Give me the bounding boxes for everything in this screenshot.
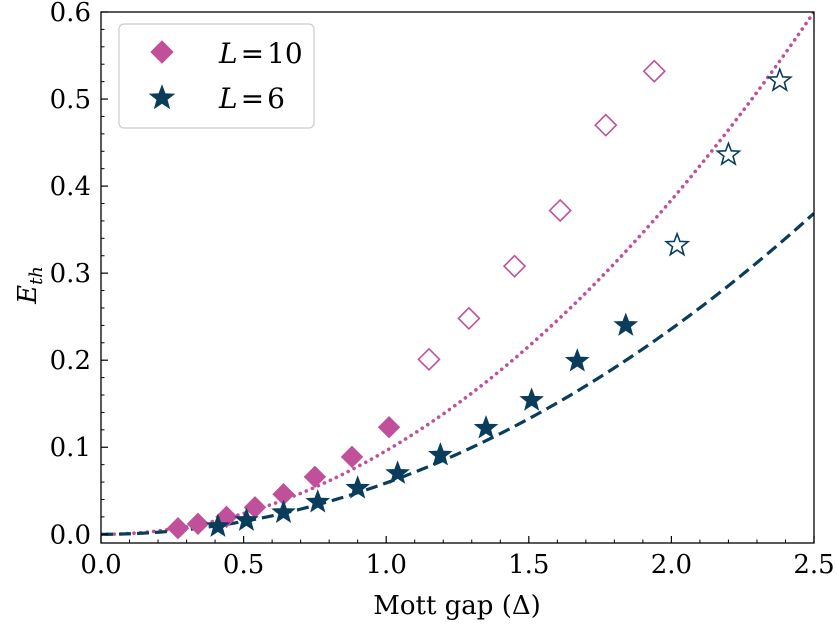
x-tick-label-1: 0.5 (223, 550, 264, 580)
y-axis-title-main: E (13, 285, 43, 305)
legend-label-l10: L = 10 (218, 37, 303, 70)
point-l10-open-3 (550, 200, 571, 221)
point-l6-open-1 (718, 143, 740, 164)
x-tick-label-3: 1.5 (508, 550, 549, 580)
x-tick-label-2: 1.0 (366, 550, 407, 580)
x-tick-label-4: 2.0 (651, 550, 692, 580)
point-l6-filled-3 (307, 491, 329, 512)
point-l10-open-2 (504, 256, 525, 277)
x-tick-label-0: 0.0 (80, 550, 121, 580)
point-l6-filled-7 (475, 417, 497, 438)
point-l10-open-4 (595, 115, 616, 136)
y-tick-label-2: 0.2 (50, 346, 91, 376)
legend-val-l10: 10 (267, 37, 303, 70)
y-tick-label-0: 0.0 (50, 520, 91, 550)
y-axis-title-sub: th (26, 266, 47, 285)
point-l6-open-0 (666, 234, 688, 255)
y-tick-label-1: 0.1 (50, 433, 91, 463)
y-tick-label-3: 0.3 (50, 259, 91, 289)
point-l10-filled-1 (187, 513, 208, 534)
point-l10-filled-0 (168, 518, 189, 539)
y-axis-title: Eth (13, 266, 47, 305)
legend-eq-l10: = (241, 37, 264, 70)
y-tick-label-4: 0.4 (50, 172, 91, 202)
point-l10-open-1 (458, 308, 479, 329)
y-tick-label-5: 0.5 (50, 85, 91, 115)
data-points (168, 61, 791, 539)
legend-var-l10: L (218, 37, 238, 70)
legend-val-l6: 6 (267, 82, 285, 115)
fit-curve-l6 (101, 213, 814, 534)
point-l10-filled-7 (379, 417, 400, 438)
legend: L = 10 L = 6 (119, 24, 314, 128)
y-tick-label-6: 0.6 (50, 0, 91, 28)
y-axis: 0.0 0.1 0.2 0.3 0.4 0.5 0.6 (50, 0, 108, 550)
legend-label-l6: L = 6 (218, 82, 285, 115)
point-l6-filled-10 (615, 314, 637, 335)
point-l10-open-5 (644, 61, 665, 82)
legend-eq-l6: = (241, 82, 264, 115)
x-axis-title: Mott gap (Δ) (373, 591, 541, 621)
point-l10-open-0 (418, 349, 439, 370)
legend-var-l6: L (218, 82, 238, 115)
point-l10-filled-5 (304, 466, 325, 487)
point-l6-filled-8 (521, 389, 543, 410)
x-tick-label-5: 2.5 (793, 550, 834, 580)
point-l6-filled-9 (566, 350, 588, 371)
point-l6-filled-5 (387, 462, 409, 483)
